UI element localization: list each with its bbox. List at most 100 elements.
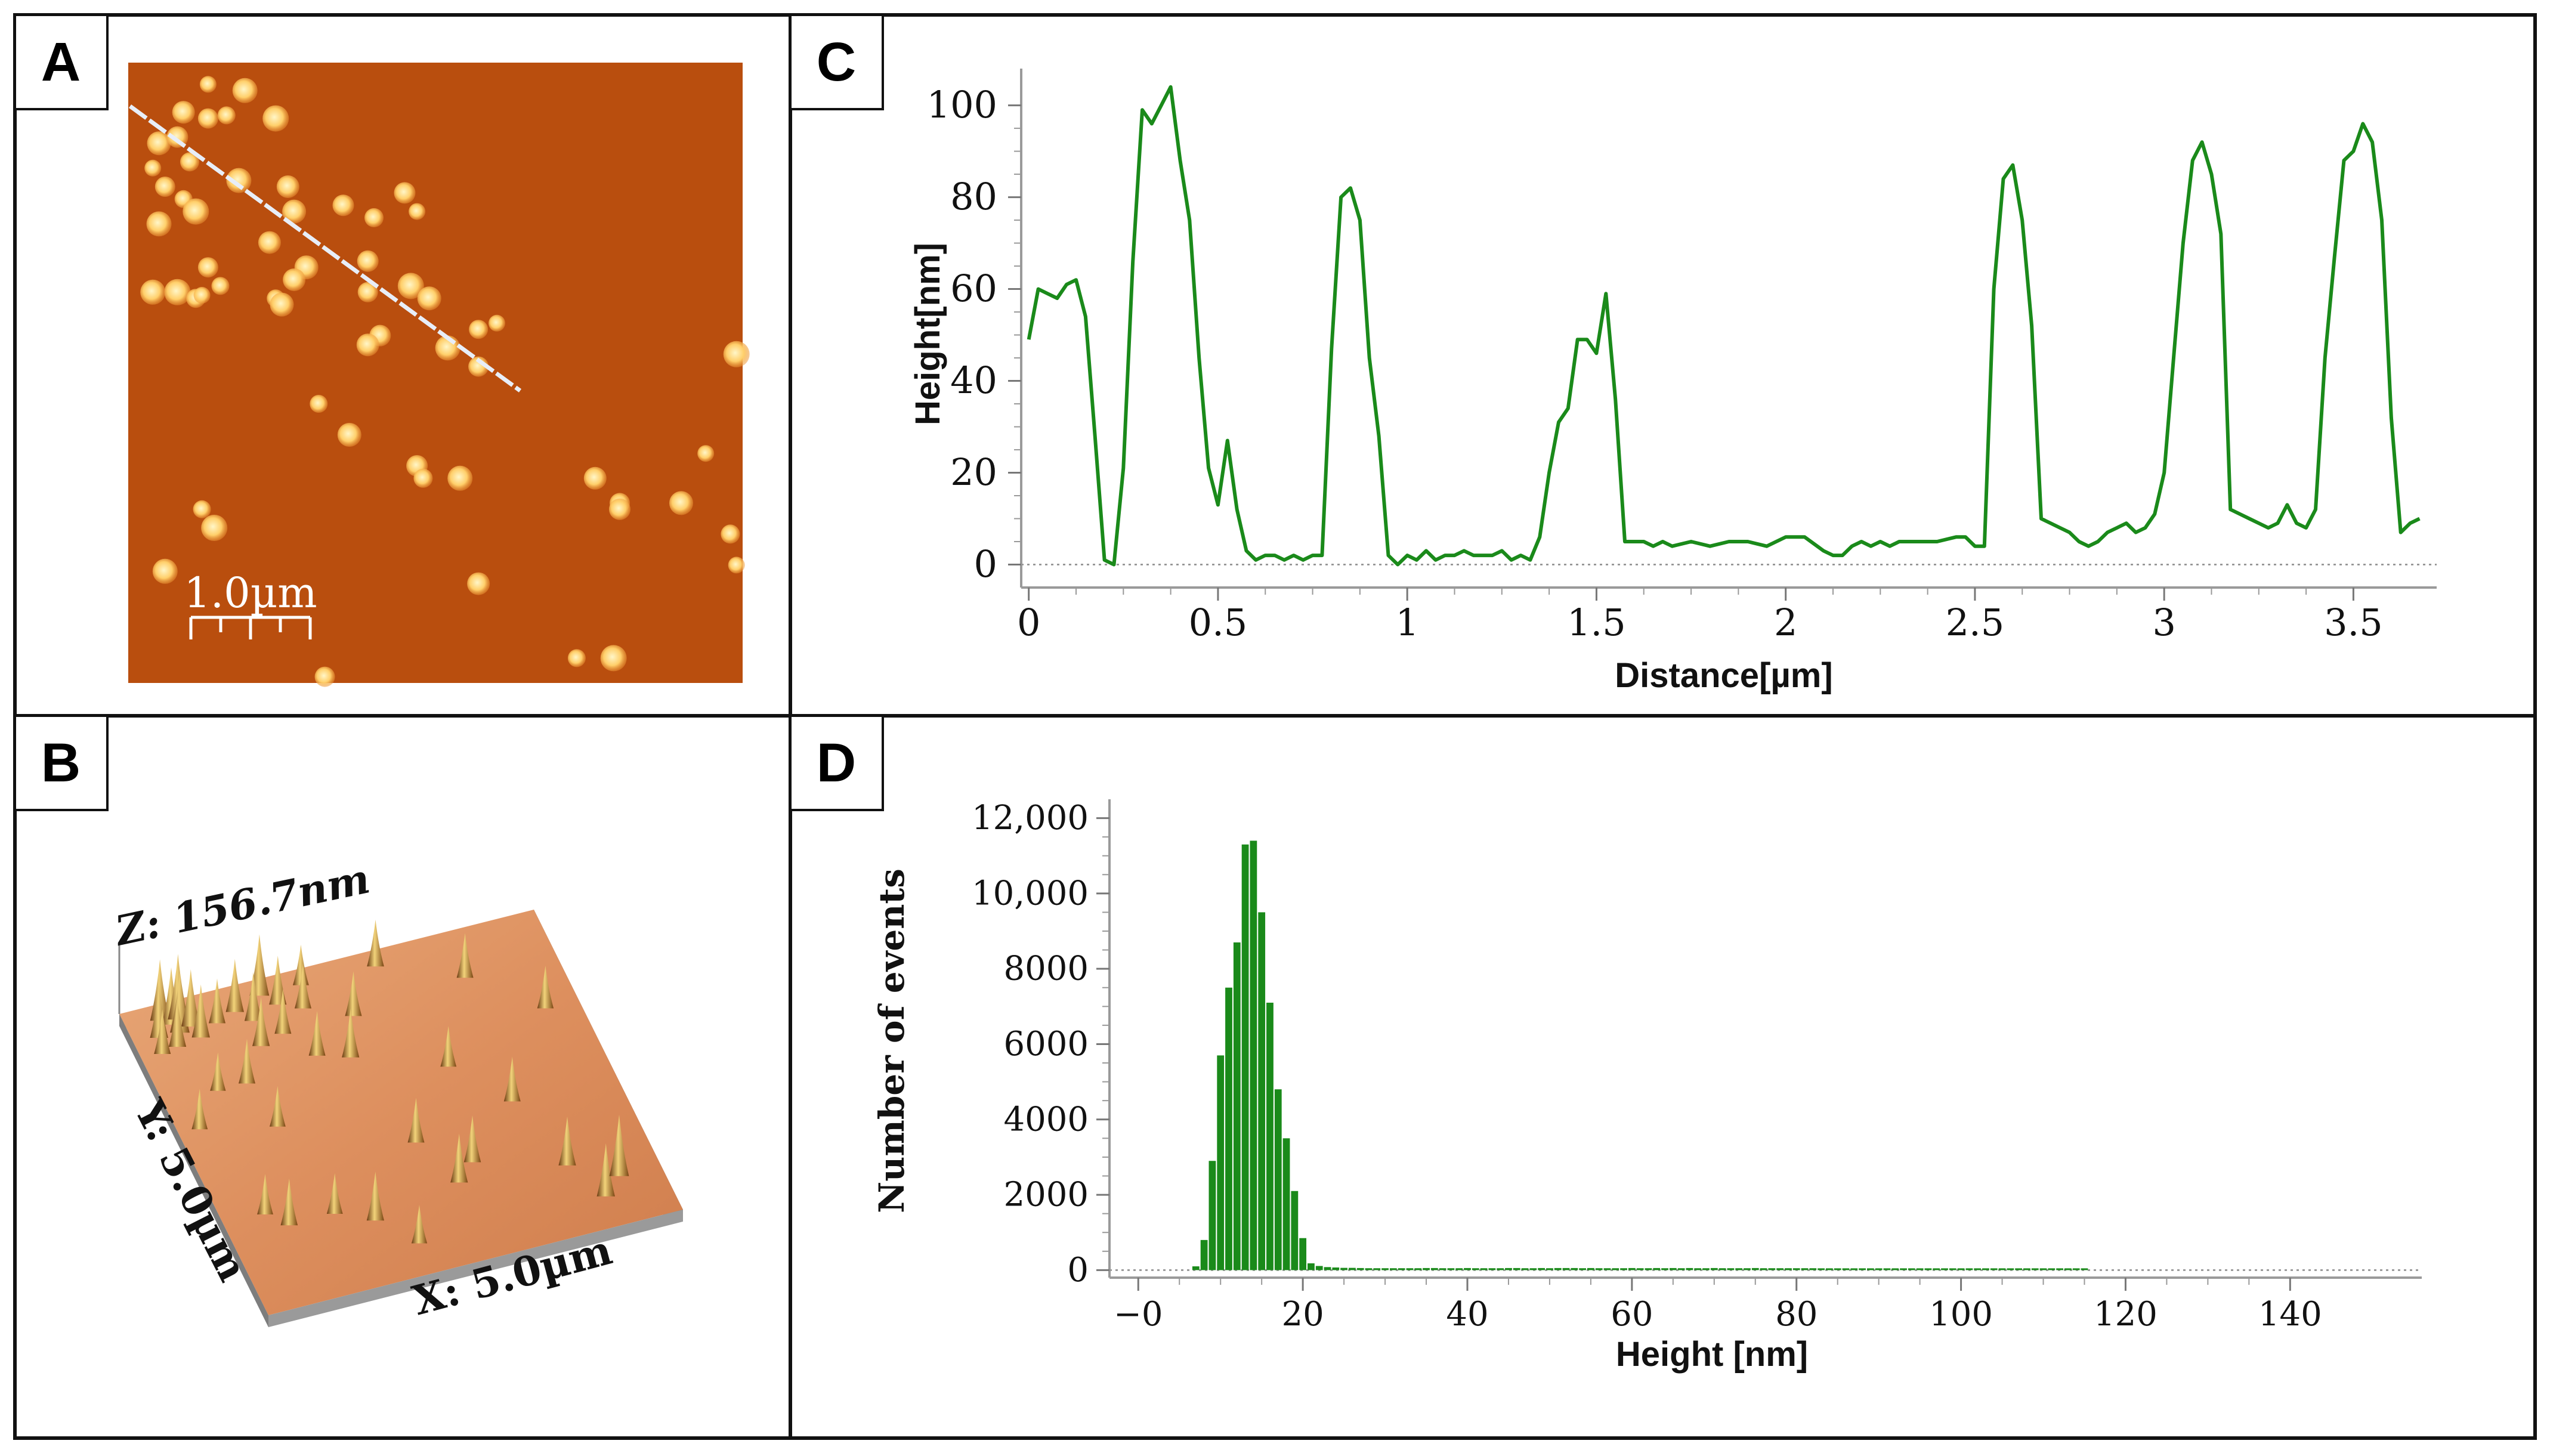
histogram-bar <box>1785 1268 1792 1270</box>
afm-particle <box>357 282 378 302</box>
afm-particle <box>211 277 230 295</box>
histogram-bar <box>1571 1268 1578 1270</box>
histogram-bar <box>1398 1268 1405 1270</box>
histogram-bar <box>1291 1191 1299 1270</box>
histogram-bar <box>1974 1268 1982 1270</box>
afm-particle <box>164 279 191 305</box>
afm-particle <box>144 159 162 177</box>
histogram-bar <box>1645 1268 1652 1270</box>
surface-peak <box>326 1173 343 1214</box>
histogram-bar <box>1373 1268 1381 1270</box>
afm-particle <box>357 250 379 272</box>
histogram-bar <box>2015 1268 2023 1270</box>
afm-particle <box>197 108 218 129</box>
surface-peak <box>366 1171 384 1221</box>
afm-image: 1.0µm <box>128 63 750 687</box>
y-tick-label: 0 <box>974 542 997 586</box>
surface-peak <box>308 1010 326 1056</box>
surface-peak <box>245 972 262 1021</box>
afm-background <box>128 63 743 683</box>
afm-particle <box>147 131 171 156</box>
histogram-bar <box>1208 1161 1216 1270</box>
surface-peak <box>191 1089 208 1130</box>
histogram-y-axis-label: Number of events <box>871 868 912 1213</box>
y-tick-label: 8000 <box>1003 950 1089 988</box>
histogram-bar <box>1900 1268 1907 1270</box>
histogram-bar <box>1538 1268 1546 1270</box>
surface-peaks <box>150 919 629 1244</box>
surface-peak <box>257 1174 273 1214</box>
histogram-bar <box>1324 1267 1331 1270</box>
surface-edge-bottom <box>268 1210 683 1327</box>
histogram-bar <box>1414 1268 1422 1270</box>
afm-particle <box>489 314 505 332</box>
histogram-bar <box>1554 1268 1562 1270</box>
surface-peak <box>150 959 170 1021</box>
histogram-bar <box>1760 1268 1767 1270</box>
histogram-y-ticks: 0 2000 4000 6000 8000 10,000 12,000 <box>972 799 1109 1290</box>
surface-peak <box>503 1056 521 1102</box>
histogram-bar <box>1562 1268 1570 1270</box>
afm-particle <box>180 152 199 172</box>
surface-peak <box>252 997 270 1046</box>
histogram-bar <box>1389 1268 1397 1270</box>
histogram-bar <box>1718 1268 1726 1270</box>
y-tick-label: 12,000 <box>972 799 1089 837</box>
histogram-bar <box>1447 1268 1455 1270</box>
profile-axes <box>1020 69 2437 589</box>
histogram-bar <box>1908 1268 1915 1270</box>
afm-particle <box>721 524 740 544</box>
afm-particle <box>310 395 328 413</box>
histogram-bar <box>1620 1268 1627 1270</box>
panel-d-label: D <box>789 715 884 811</box>
histogram-bar <box>1587 1268 1594 1270</box>
x-tick-label: 0 <box>1017 601 1040 644</box>
histogram-bars <box>1192 840 2088 1270</box>
afm-particle <box>232 78 258 103</box>
histogram-bar <box>1513 1268 1520 1270</box>
surface-peak <box>249 934 270 996</box>
height-histogram-chart: −0 20 40 60 80 100 120 140 0 2000 4000 6000 8000 10,… <box>871 799 2422 1374</box>
histogram-bar <box>2007 1268 2014 1270</box>
histogram-bar <box>1965 1268 1973 1270</box>
surface-peak <box>225 959 244 1012</box>
y-tick-label: 0 <box>1067 1251 1089 1290</box>
afm-particle <box>270 292 294 317</box>
histogram-bar <box>1982 1268 1989 1270</box>
afm-particle <box>697 445 715 462</box>
histogram-bar <box>1661 1268 1668 1270</box>
surface-peak <box>210 1052 226 1091</box>
histogram-bar <box>2039 1268 2047 1270</box>
panel-d-frame <box>789 714 2537 1440</box>
histogram-bar <box>1916 1268 1924 1270</box>
histogram-bar <box>1603 1268 1611 1270</box>
histogram-bar <box>1472 1268 1479 1270</box>
histogram-bar <box>1505 1268 1512 1270</box>
afm-particle <box>152 558 178 584</box>
histogram-bar <box>1751 1268 1759 1270</box>
histogram-bar <box>2064 1268 2072 1270</box>
afm-particle <box>417 286 441 311</box>
histogram-bar <box>1866 1268 1874 1270</box>
histogram-bar <box>1776 1268 1784 1270</box>
afm-particle <box>583 466 607 490</box>
histogram-bar <box>1801 1268 1809 1270</box>
surface-peak <box>280 1178 298 1226</box>
afm-scale-label: 1.0µm <box>184 568 317 617</box>
histogram-bar <box>1217 1055 1225 1270</box>
y-tick-label: 60 <box>950 267 997 310</box>
surface-peak <box>558 1116 576 1166</box>
histogram-bar <box>1677 1268 1685 1270</box>
histogram-bar <box>1546 1268 1553 1270</box>
x-tick-label: 140 <box>2258 1295 2322 1334</box>
profile-y-ticks: 0 20 40 60 80 100 <box>927 83 1021 586</box>
histogram-bar <box>1274 1089 1282 1270</box>
afm-particle <box>258 231 281 254</box>
x-tick-label: 2 <box>1774 601 1797 644</box>
histogram-bar <box>1349 1268 1356 1270</box>
afm-particle <box>276 175 299 198</box>
afm-particle <box>226 168 252 193</box>
afm-particle <box>337 423 361 447</box>
y-tick-label: 20 <box>950 450 997 494</box>
